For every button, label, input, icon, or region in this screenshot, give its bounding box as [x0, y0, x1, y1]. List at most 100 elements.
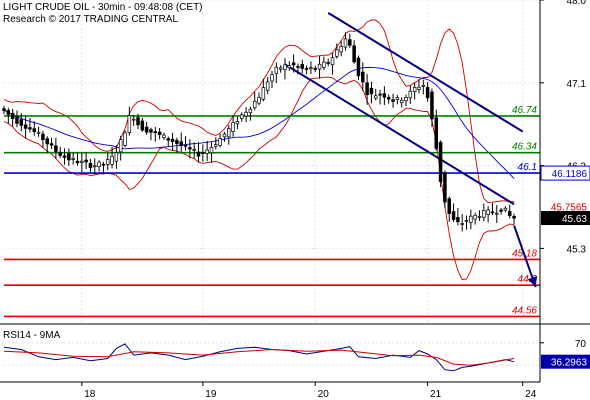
candle-body [317, 63, 322, 70]
candle-body [270, 74, 274, 82]
chart-title: LIGHT CRUDE OIL - 30min - 09:48:08 (CET) [3, 2, 203, 13]
candle-body [261, 87, 266, 100]
candle-body [425, 87, 430, 99]
candle-body [499, 209, 503, 212]
candle-body [399, 99, 404, 104]
candle-body [36, 131, 41, 134]
candle-body [304, 68, 309, 70]
candle-body [507, 211, 512, 217]
candle-body [235, 121, 240, 125]
candle-body [10, 112, 15, 119]
candle-body [404, 97, 408, 102]
candle-body [84, 159, 88, 163]
forecast-value-label: 45.7565 [551, 202, 588, 213]
candle-body [162, 134, 166, 138]
level-label-resistance: 46.34 [512, 142, 537, 153]
candle-body [93, 165, 97, 168]
candle-body [123, 132, 127, 146]
candle-body [88, 162, 93, 169]
candle-body [451, 211, 456, 220]
candle-body [412, 87, 417, 93]
candle-body [153, 131, 158, 133]
pivot-value-label: 46.1186 [552, 169, 588, 180]
candle-body [365, 82, 369, 96]
candle-body [231, 122, 235, 132]
candle-body [296, 66, 300, 68]
candle-body [512, 216, 516, 219]
bollinger-upper-line [3, 19, 515, 203]
bollinger-bands [3, 19, 515, 281]
candle-body [71, 157, 75, 160]
candle-body [28, 127, 32, 130]
forecast-arrow-head [527, 275, 538, 288]
candle-body [438, 141, 443, 182]
rsi-y-tick-label: 70 [575, 339, 587, 350]
candle-body [460, 223, 464, 225]
trend-channel [284, 12, 538, 288]
candle-body [313, 68, 317, 70]
candle-body [369, 87, 374, 95]
candle-body [386, 97, 391, 100]
candle-body [45, 138, 49, 145]
x-tick-label: 19 [205, 389, 217, 400]
candle-body [361, 71, 365, 83]
candle-body [222, 133, 227, 138]
candle-body [464, 220, 469, 222]
candle-body [54, 145, 58, 152]
candle-body [188, 147, 192, 150]
rsi-value-box [541, 354, 590, 369]
candle-body [101, 163, 106, 166]
candle-body [274, 67, 279, 74]
candle-body [326, 62, 330, 64]
candle-body [214, 144, 218, 147]
last-price-label: 45.63 [562, 214, 587, 225]
candle-body [257, 97, 261, 104]
last-price-box [541, 211, 590, 226]
candle-body [67, 153, 71, 161]
candle-body [443, 172, 447, 203]
y-tick-label: 48.0 [567, 0, 587, 7]
candle-body [19, 119, 24, 126]
candle-body [239, 114, 244, 119]
level-label-support: 44.56 [512, 305, 537, 316]
candle-body [97, 161, 101, 167]
candle-body [140, 120, 145, 131]
candle-body [378, 93, 382, 96]
x-tick-label: 21 [430, 389, 442, 400]
candle-body [408, 90, 413, 99]
candle-body [227, 128, 231, 138]
candle-body [473, 214, 477, 220]
candle-body [421, 85, 426, 87]
forecast-value-box [541, 199, 590, 214]
candle-body [6, 109, 11, 115]
candle-body [434, 117, 439, 149]
moving-average-line [3, 66, 515, 179]
candle-body [15, 116, 19, 124]
candle-body [248, 108, 253, 114]
x-tick-label: 18 [84, 389, 96, 400]
candle-body [339, 46, 343, 53]
candle-body [157, 131, 162, 136]
candle-body [291, 62, 296, 66]
candle-body [23, 124, 28, 129]
candle-body [205, 149, 209, 154]
y-tick-label: 47.1 [567, 79, 587, 90]
candle-body [80, 160, 84, 163]
candle-body [127, 115, 132, 133]
chart-copyright: Research © 2017 TRADING CENTRAL [3, 14, 179, 25]
candle-body [114, 152, 119, 162]
x-tick-label: 20 [318, 389, 330, 400]
candle-body [278, 67, 283, 70]
candle-body [503, 207, 508, 211]
candle-body [110, 155, 114, 165]
candle-body [209, 146, 214, 154]
candle-body [118, 139, 123, 153]
candle-body [252, 100, 257, 109]
candle-body [335, 49, 339, 57]
candle-body [166, 138, 171, 141]
level-label-resistance: 46.74 [512, 105, 537, 116]
candle-body [300, 64, 305, 69]
y-tick-label: 45.3 [567, 244, 587, 255]
